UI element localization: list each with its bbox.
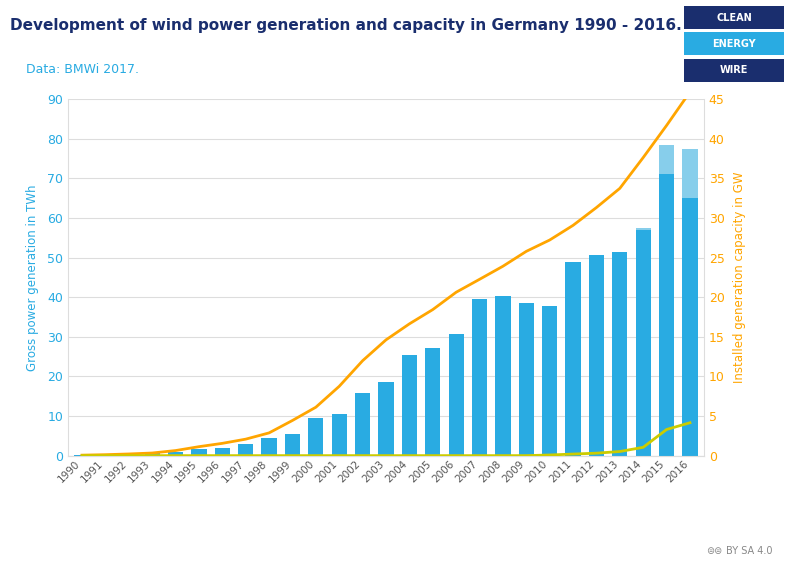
Bar — [472, 299, 487, 456]
Text: WIRE: WIRE — [720, 65, 748, 75]
Y-axis label: Installed generation capacity in GW: Installed generation capacity in GW — [733, 171, 746, 383]
Bar — [659, 174, 674, 456]
Bar — [285, 434, 300, 456]
Bar — [145, 453, 160, 456]
Text: BY SA 4.0: BY SA 4.0 — [726, 546, 772, 556]
Bar — [378, 381, 394, 456]
Bar — [684, 32, 784, 55]
Bar — [402, 354, 417, 456]
Bar — [191, 449, 206, 456]
Text: Development of wind power generation and capacity in Germany 1990 - 2016.: Development of wind power generation and… — [10, 18, 682, 33]
Bar — [355, 393, 370, 456]
Bar — [684, 6, 784, 29]
Bar — [566, 262, 581, 456]
Text: CLEAN: CLEAN — [716, 12, 752, 23]
Y-axis label: Gross power generation in TWh: Gross power generation in TWh — [26, 184, 39, 371]
Text: Data: BMWi 2017.: Data: BMWi 2017. — [10, 63, 139, 76]
Text: ⊜⊜: ⊜⊜ — [706, 546, 722, 556]
Bar — [518, 303, 534, 456]
Bar — [682, 198, 698, 456]
Bar — [425, 348, 440, 456]
Bar — [495, 295, 510, 456]
Bar — [612, 252, 627, 456]
Bar — [542, 306, 558, 456]
Bar — [121, 454, 136, 456]
Bar — [449, 334, 464, 456]
Bar — [168, 452, 183, 456]
Bar — [308, 418, 323, 456]
Bar — [659, 145, 674, 174]
Bar — [238, 444, 254, 456]
Bar — [214, 448, 230, 456]
Bar — [684, 59, 784, 82]
Bar — [636, 230, 651, 456]
Bar — [682, 149, 698, 198]
Bar — [332, 414, 347, 456]
Bar — [262, 438, 277, 456]
Bar — [636, 228, 651, 230]
Text: ENERGY: ENERGY — [712, 39, 756, 49]
Bar — [589, 255, 604, 456]
